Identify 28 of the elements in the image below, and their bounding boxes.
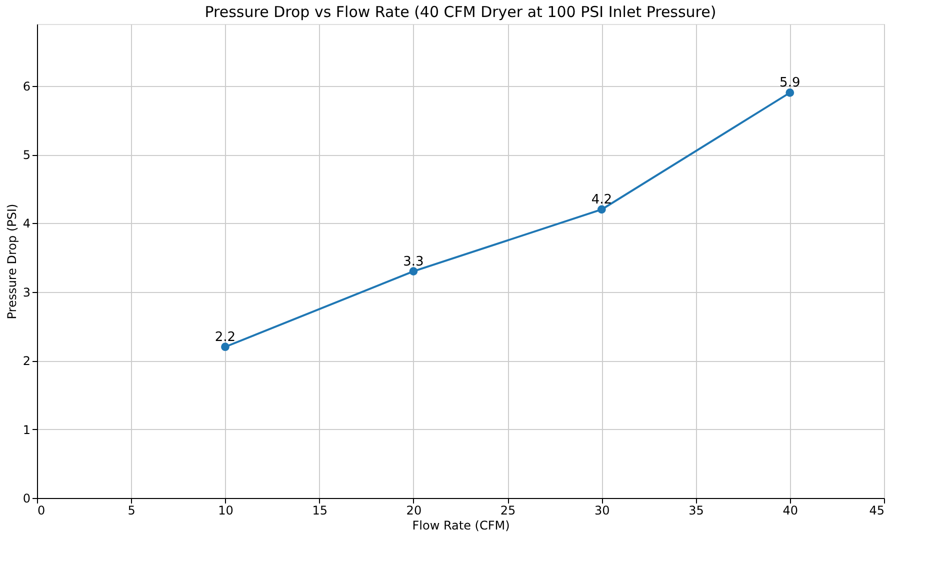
y-tick-label: 2 xyxy=(22,354,30,368)
x-tick-label: 40 xyxy=(782,504,798,518)
x-tick-label: 35 xyxy=(688,504,704,518)
data-label: 4.2 xyxy=(591,192,612,208)
point xyxy=(786,88,794,97)
y-tick-label: 3 xyxy=(22,285,30,300)
x-tick-label: 30 xyxy=(594,504,610,518)
x-axis-title: Flow Rate (CFM) xyxy=(412,518,510,532)
chart-title: Pressure Drop vs Flow Rate (40 CFM Dryer at 100 PSI Inlet Pressure) xyxy=(204,3,716,21)
y-tick-label: 4 xyxy=(22,216,30,231)
data-label: 3.3 xyxy=(403,254,424,270)
y-tick-label: 6 xyxy=(22,79,30,94)
x-tick-label: 25 xyxy=(500,504,516,518)
x-tick-label: 5 xyxy=(128,504,136,518)
y-tick-label: 1 xyxy=(22,422,30,437)
point xyxy=(409,267,418,276)
x-tick-label: 0 xyxy=(38,504,46,518)
x-tick-label: 20 xyxy=(406,504,422,518)
y-tick-label: 5 xyxy=(22,148,30,162)
y-tick-label: 0 xyxy=(22,492,30,506)
x-tick-label: 45 xyxy=(869,504,884,518)
data-label: 2.2 xyxy=(214,330,236,345)
point xyxy=(597,205,606,214)
point xyxy=(221,342,230,352)
data-label: 5.9 xyxy=(780,76,800,91)
y-axis-title: Pressure Drop (PSI) xyxy=(4,204,19,320)
x-tick-label: 15 xyxy=(312,504,328,518)
x-tick-label: 10 xyxy=(218,504,234,518)
